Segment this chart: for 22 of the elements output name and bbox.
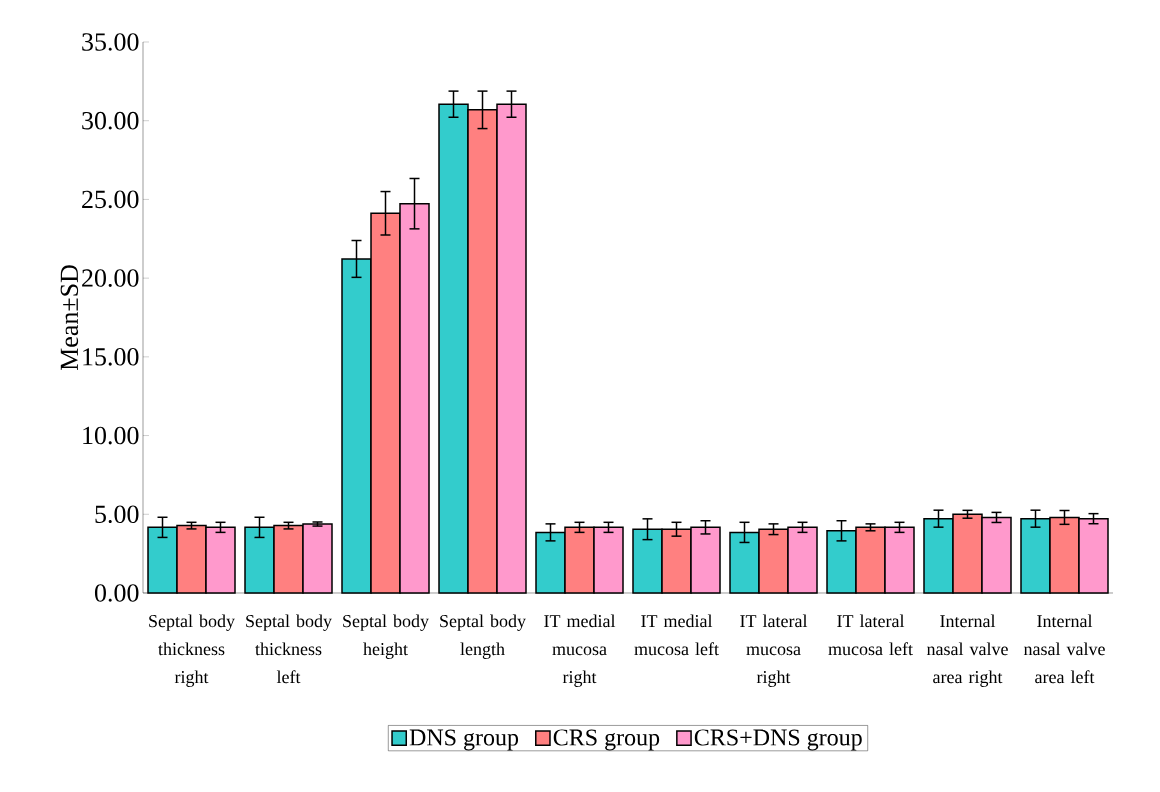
y-tick-label: 35.00 (82, 33, 139, 51)
x-tick-label: IT medial mucosa right (544, 614, 616, 687)
x-tick-label: IT lateral mucosa right (740, 614, 808, 687)
x-tick-label: IT medial mucosa left (634, 614, 719, 656)
x-tick-label: Septal body thickness right (149, 614, 235, 687)
x-tick-label: Internal nasal valve area right (926, 614, 1008, 687)
y-tick-label: 25.00 (82, 190, 139, 209)
legend-label: CRS group (553, 729, 660, 751)
legend-label: CRS+DNS group (694, 729, 862, 751)
legend-label: DNS group (409, 729, 519, 751)
y-tick-label: 20.00 (82, 269, 139, 287)
x-tick-label: Internal nasal valve area left (1023, 614, 1105, 684)
y-tick-label: 15.00 (83, 348, 139, 366)
x-tick-label: Septal body thickness left (246, 614, 332, 684)
y-tick-label: 10.00 (83, 426, 139, 445)
x-tick-label: Septal body height (343, 614, 429, 659)
y-axis-title: Mean±SD (60, 265, 79, 371)
x-tick-label: Septal body length (440, 614, 526, 659)
y-tick-label: 30.00 (82, 111, 139, 130)
y-tick-label: 5.00 (95, 505, 139, 524)
y-tick-label: 0.00 (94, 584, 139, 602)
x-tick-label: IT lateral mucosa left (828, 614, 913, 656)
